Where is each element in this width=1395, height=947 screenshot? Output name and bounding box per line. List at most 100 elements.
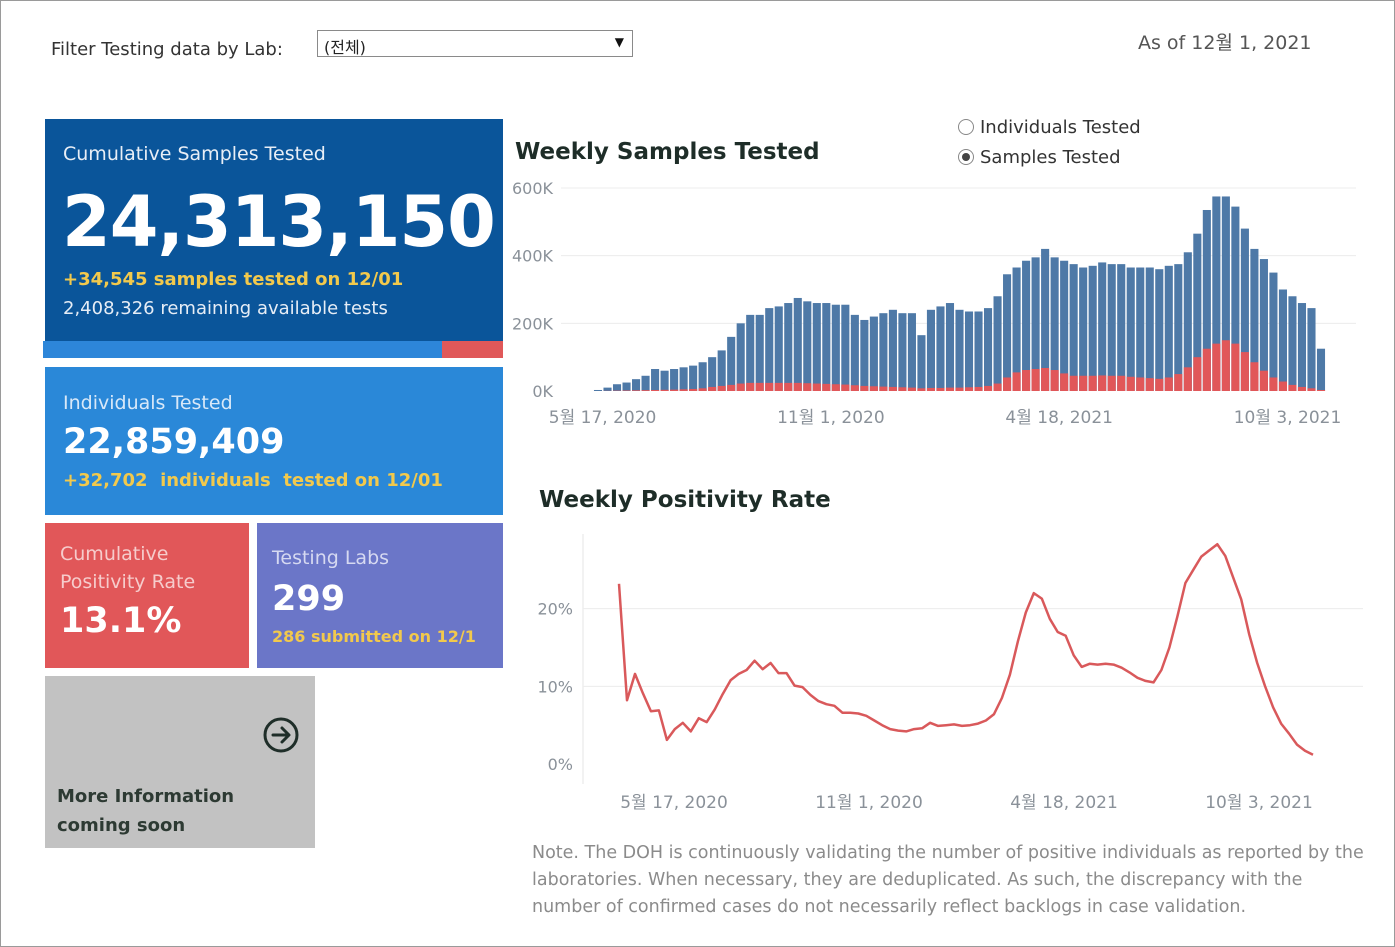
positives-bar bbox=[651, 389, 660, 391]
testing-labs-card: Testing Labs 299 286 submitted on 12/1 bbox=[257, 523, 503, 668]
samples-bar bbox=[698, 362, 707, 391]
y-tick-label: 200K bbox=[512, 314, 554, 333]
positives-bar bbox=[812, 383, 821, 391]
as-of-date: As of 12월 1, 2021 bbox=[1138, 32, 1312, 54]
positives-bar bbox=[1107, 375, 1116, 391]
tests-capacity-used-fill bbox=[43, 341, 443, 358]
samples-bar bbox=[869, 316, 878, 391]
samples-bar bbox=[1098, 262, 1107, 391]
positives-bar bbox=[869, 386, 878, 391]
samples-bar bbox=[945, 303, 955, 391]
positives-bar bbox=[1012, 372, 1021, 391]
samples-bar bbox=[1250, 248, 1259, 391]
samples-bar bbox=[1221, 196, 1230, 391]
samples-daily-delta: +34,545 samples tested on 12/01 bbox=[63, 269, 404, 290]
samples-bar bbox=[793, 297, 802, 391]
positives-bar bbox=[1231, 343, 1240, 391]
positives-bar bbox=[955, 387, 964, 391]
positives-bar bbox=[1069, 375, 1078, 391]
samples-bar bbox=[1202, 209, 1211, 391]
samples-bar bbox=[1164, 265, 1173, 391]
samples-bar bbox=[632, 379, 641, 391]
samples-bar bbox=[651, 369, 660, 391]
samples-bar bbox=[1297, 303, 1307, 391]
samples-bar bbox=[1069, 264, 1078, 391]
samples-bar bbox=[907, 313, 916, 391]
positives-bar bbox=[1022, 370, 1031, 391]
positives-bar bbox=[1145, 378, 1154, 391]
positives-bar bbox=[1060, 373, 1069, 391]
samples-bar bbox=[822, 303, 831, 391]
samples-bar bbox=[784, 303, 793, 391]
testing-labs-label: Testing Labs bbox=[272, 547, 390, 569]
positives-bar bbox=[1297, 386, 1307, 391]
cumulative-samples-card: Cumulative Samples Tested 24,313,150 +34… bbox=[45, 119, 503, 341]
positives-bar bbox=[850, 385, 859, 391]
positives-bar bbox=[727, 384, 736, 391]
more-information-card[interactable]: More Information coming soon bbox=[45, 676, 315, 848]
positives-bar bbox=[736, 383, 745, 391]
triangle-down-icon[interactable]: ▼ bbox=[614, 35, 624, 49]
positives-bar bbox=[1164, 377, 1173, 391]
samples-bar bbox=[593, 389, 603, 391]
positives-bar bbox=[632, 390, 641, 391]
samples-bar bbox=[1136, 267, 1145, 391]
positivity-rate-card: Cumulative Positivity Rate 13.1% bbox=[45, 523, 249, 668]
arrow-right-circle-icon[interactable] bbox=[262, 716, 300, 754]
toggle-individuals-tested[interactable]: Individuals Tested bbox=[958, 117, 1141, 138]
positives-bar bbox=[1117, 375, 1126, 391]
positives-bar bbox=[1250, 362, 1259, 391]
samples-bar bbox=[774, 306, 783, 391]
x-tick-label: 10월 3, 2021 bbox=[1234, 408, 1342, 428]
positives-bar bbox=[1212, 343, 1221, 391]
positives-bar bbox=[1155, 378, 1164, 391]
positives-bar bbox=[698, 388, 707, 391]
more-information-text: More Information coming soon bbox=[57, 786, 235, 836]
x-tick-label: 11월 1, 2020 bbox=[815, 793, 923, 813]
positives-bar bbox=[1041, 367, 1050, 391]
y-tick-label: 0% bbox=[548, 755, 573, 774]
samples-bar bbox=[1155, 269, 1164, 391]
cumulative-samples-label: Cumulative Samples Tested bbox=[63, 143, 326, 165]
positives-bar bbox=[1136, 377, 1145, 391]
samples-bar bbox=[1145, 267, 1154, 391]
positives-bar bbox=[670, 389, 679, 391]
positives-bar bbox=[907, 387, 916, 391]
individuals-tested-label: Individuals Tested bbox=[63, 392, 233, 414]
positives-bar bbox=[926, 387, 936, 391]
samples-bar bbox=[812, 303, 821, 391]
positives-bar bbox=[1031, 369, 1040, 391]
samples-bar bbox=[1031, 257, 1040, 391]
positives-bar bbox=[641, 390, 650, 391]
samples-bar bbox=[1107, 264, 1116, 391]
weekly-samples-chart: 0K 200K 400K 600K 5월 17, 2020 11월 1, 2020 4월 1… bbox=[512, 179, 1356, 428]
samples-bar bbox=[641, 375, 650, 391]
samples-bar bbox=[660, 370, 669, 391]
samples-bar bbox=[1126, 267, 1135, 391]
positives-bar bbox=[1088, 375, 1097, 391]
lab-filter-select[interactable]: (전체) ▼ bbox=[317, 30, 633, 57]
radio-individuals-icon[interactable] bbox=[958, 119, 974, 135]
positives-bar bbox=[1193, 357, 1202, 391]
toggle-individuals-label: Individuals Tested bbox=[980, 117, 1141, 138]
positives-bar bbox=[1269, 377, 1278, 391]
samples-bar bbox=[622, 382, 631, 391]
samples-bar bbox=[955, 309, 964, 391]
samples-bar bbox=[689, 365, 698, 391]
samples-bar bbox=[917, 335, 926, 391]
samples-bar bbox=[1193, 233, 1202, 391]
radio-samples-icon[interactable] bbox=[958, 149, 974, 165]
positives-bar bbox=[936, 387, 945, 391]
samples-bar bbox=[612, 384, 622, 391]
positives-bar bbox=[660, 389, 669, 391]
positives-bar bbox=[879, 386, 888, 391]
y-tick-label: 600K bbox=[512, 179, 554, 198]
toggle-samples-tested[interactable]: Samples Tested bbox=[958, 147, 1121, 168]
samples-bar bbox=[1117, 264, 1126, 391]
samples-bar bbox=[926, 309, 936, 391]
weekly-samples-title: Weekly Samples Tested bbox=[515, 139, 820, 165]
x-tick-label: 5월 17, 2020 bbox=[549, 408, 657, 428]
y-tick-label: 20% bbox=[537, 600, 573, 619]
samples-bar bbox=[888, 309, 897, 391]
samples-bar bbox=[1050, 257, 1059, 391]
